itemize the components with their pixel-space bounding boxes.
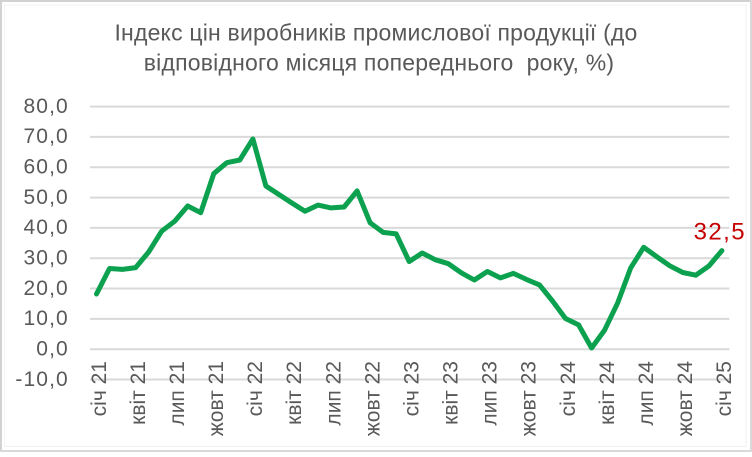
svg-text:січ 25: січ 25: [713, 361, 736, 416]
svg-text:50,0: 50,0: [24, 186, 69, 209]
svg-text:20,0: 20,0: [24, 277, 69, 300]
svg-text:квіт 21: квіт 21: [127, 361, 150, 425]
svg-text:Індекс цін виробників промисло: Індекс цін виробників промислової продук…: [114, 20, 637, 46]
svg-text:квіт 22: квіт 22: [283, 361, 306, 425]
svg-text:жовт 22: жовт 22: [361, 361, 384, 436]
svg-text:лип 23: лип 23: [479, 361, 502, 426]
svg-text:лип 22: лип 22: [322, 361, 345, 426]
svg-text:лип 24: лип 24: [635, 361, 658, 426]
svg-text:жовт 23: жовт 23: [518, 361, 541, 436]
svg-text:січ 21: січ 21: [88, 361, 111, 416]
svg-text:60,0: 60,0: [24, 156, 69, 179]
svg-text:80,0: 80,0: [24, 95, 69, 118]
svg-text:жовт 24: жовт 24: [674, 361, 697, 437]
svg-text:жовт 21: жовт 21: [205, 361, 228, 436]
svg-text:квіт 24: квіт 24: [596, 361, 619, 425]
svg-text:-10,0: -10,0: [15, 368, 68, 391]
svg-text:10,0: 10,0: [24, 307, 69, 330]
svg-text:лип 21: лип 21: [166, 361, 189, 426]
svg-text:0,0: 0,0: [36, 338, 69, 361]
svg-text:32,5: 32,5: [694, 219, 746, 246]
svg-text:70,0: 70,0: [24, 125, 69, 148]
svg-text:січ 23: січ 23: [401, 361, 424, 416]
svg-text:відповідного місяця попередньо: відповідного місяця попереднього року, %…: [144, 50, 615, 76]
svg-text:січ 22: січ 22: [244, 361, 267, 416]
svg-text:40,0: 40,0: [24, 216, 69, 239]
svg-text:30,0: 30,0: [24, 247, 69, 270]
svg-text:квіт 23: квіт 23: [440, 361, 463, 425]
svg-text:січ 24: січ 24: [557, 361, 580, 417]
